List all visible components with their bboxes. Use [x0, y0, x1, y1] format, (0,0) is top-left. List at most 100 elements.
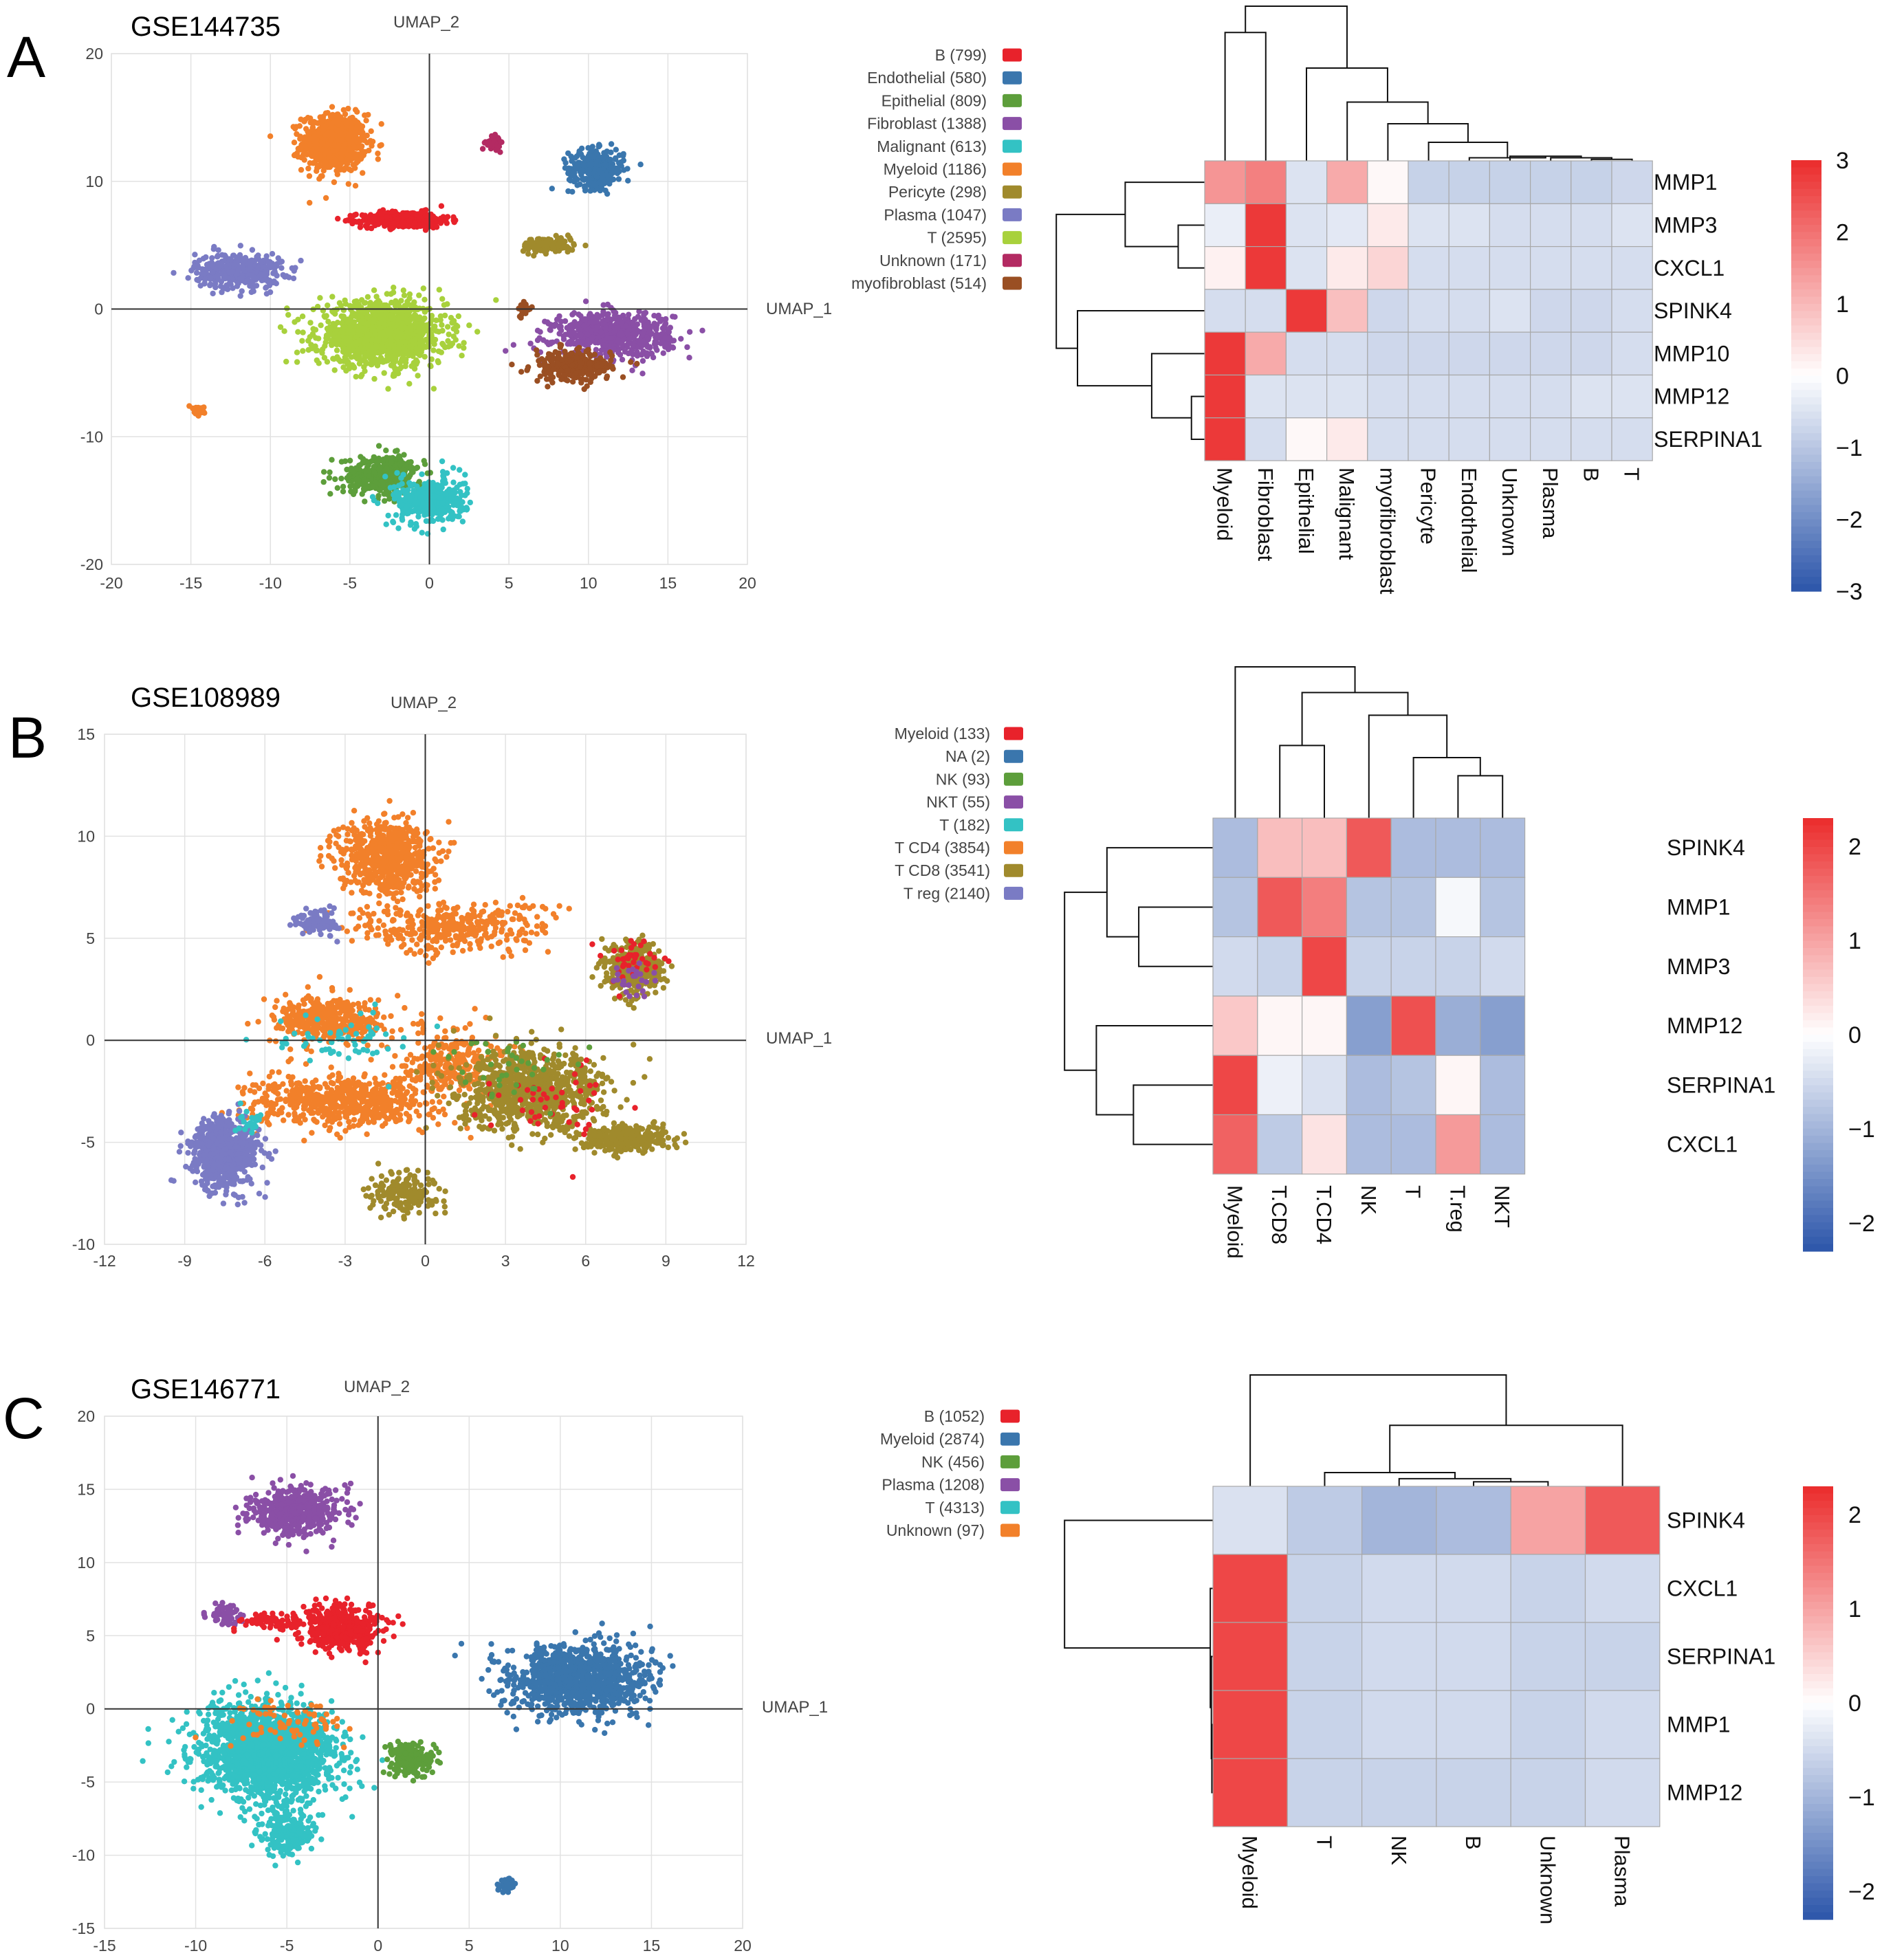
umap-point: [422, 315, 428, 321]
umap-point: [293, 124, 299, 130]
legend-swatch: [1003, 208, 1022, 221]
umap-point: [436, 507, 443, 514]
umap-point: [400, 460, 406, 466]
umap-point: [371, 375, 378, 382]
umap-point: [314, 347, 320, 353]
umap-point: [324, 142, 330, 148]
umap-point: [422, 490, 428, 496]
umap-point: [364, 342, 371, 349]
umap-point: [306, 130, 312, 137]
umap-point: [327, 469, 333, 476]
umap-point: [201, 280, 208, 287]
umap-point: [244, 278, 250, 285]
umap-point: [435, 485, 441, 491]
umap-point: [588, 338, 595, 344]
umap-point: [459, 518, 466, 525]
umap-point: [422, 461, 428, 467]
legend-entry-label: Pericyte (298): [888, 183, 987, 201]
umap-point: [564, 324, 570, 331]
legend-swatch: [1003, 254, 1022, 267]
umap-point: [322, 314, 328, 320]
umap-point: [345, 135, 351, 142]
umap-xtick-label: -15: [179, 574, 202, 592]
umap-point: [375, 500, 381, 507]
umap-point: [292, 265, 298, 271]
umap-point: [393, 512, 400, 518]
umap-point: [435, 360, 441, 366]
umap-point: [579, 176, 586, 182]
legend-entry-label: B (799): [935, 46, 987, 64]
umap-point: [587, 319, 594, 325]
umap-point: [252, 274, 258, 281]
umap-point: [372, 331, 378, 337]
umap-point: [375, 443, 382, 449]
umap-point: [423, 219, 429, 225]
umap-point: [331, 179, 338, 186]
umap-point: [342, 141, 348, 147]
umap-point: [294, 349, 300, 355]
umap-point: [456, 343, 462, 349]
umap-point: [402, 339, 408, 345]
umap-point: [625, 177, 631, 184]
umap-point: [335, 215, 341, 222]
umap-point: [329, 129, 335, 135]
umap-point: [617, 159, 624, 166]
umap-point: [582, 242, 589, 249]
umap-point: [437, 313, 444, 320]
umap-point: [364, 294, 371, 300]
umap-point: [628, 359, 634, 365]
umap-point: [623, 322, 629, 329]
umap-point: [391, 373, 397, 379]
umap-point: [549, 186, 555, 192]
umap-point: [379, 344, 385, 351]
umap-point: [474, 329, 481, 335]
umap-xtick-label: 5: [505, 574, 514, 592]
umap-point: [364, 332, 371, 339]
umap-point: [400, 355, 406, 362]
umap-point: [369, 324, 376, 331]
umap-point: [545, 384, 551, 390]
umap-point: [684, 344, 690, 351]
umap-point: [263, 291, 270, 297]
umap-point: [566, 339, 572, 346]
umap-point: [550, 366, 557, 373]
umap-point: [587, 170, 593, 177]
umap-point: [423, 518, 430, 525]
umap-point: [586, 162, 592, 168]
umap-point: [333, 347, 340, 353]
umap-point: [267, 133, 274, 140]
umap-point: [351, 212, 358, 219]
umap-point: [396, 498, 403, 505]
umap-point: [584, 331, 591, 338]
umap-point: [344, 217, 351, 223]
umap-point: [322, 110, 329, 116]
umap-point: [639, 357, 646, 364]
umap-point: [622, 336, 628, 342]
umap-point: [448, 509, 455, 516]
umap-point: [439, 469, 446, 475]
umap-point: [278, 258, 285, 265]
umap-point: [373, 294, 380, 300]
umap-point: [360, 129, 366, 136]
umap-point: [642, 316, 648, 323]
umap-point: [555, 242, 562, 248]
umap-point: [549, 339, 556, 346]
umap-point: [607, 157, 613, 164]
legend-entry-label: Unknown (171): [879, 252, 987, 269]
umap-point: [347, 457, 353, 464]
umap-point: [653, 340, 660, 346]
umap-point: [699, 327, 705, 333]
umap-point: [450, 479, 457, 485]
umap-point: [439, 296, 446, 302]
umap-point: [407, 498, 413, 504]
umap-point: [405, 330, 411, 336]
umap-point: [569, 362, 576, 368]
panel-a-title: GSE144735: [131, 12, 281, 42]
umap-point: [211, 243, 217, 250]
umap-point: [334, 485, 340, 491]
umap-point: [412, 220, 418, 226]
umap-point: [212, 284, 219, 291]
umap-point: [498, 139, 504, 145]
umap-point: [562, 243, 569, 250]
umap-point: [283, 358, 289, 365]
